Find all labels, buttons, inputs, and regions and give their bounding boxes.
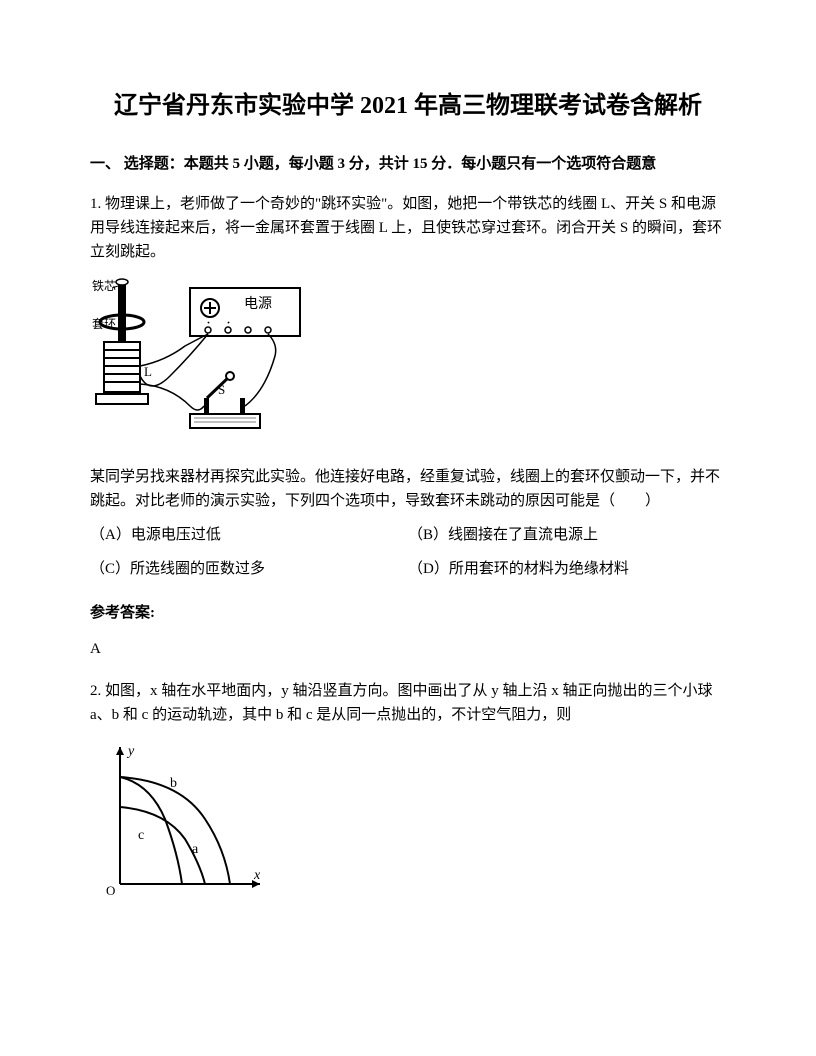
svg-text:・: ・	[224, 318, 233, 328]
coil-label: L	[144, 364, 152, 379]
question-2: 2. 如图，x 轴在水平地面内，y 轴沿竖直方向。图中画出了从 y 轴上沿 x …	[90, 679, 726, 907]
q1-text-2: 某同学另找来器材再探究此实验。他连接好电路，经重复试验，线圈上的套环仅颤动一下，…	[90, 465, 726, 513]
question-1: 1. 物理课上，老师做了一个奇妙的"跳环实验"。如图，她把一个带铁芯的线圈 L、…	[90, 192, 726, 661]
q1-option-c: （C）所选线圈的匝数过多	[90, 557, 408, 581]
q1-answer: A	[90, 637, 726, 661]
switch-label: S	[218, 382, 225, 397]
origin-label: O	[106, 883, 115, 898]
power-label: 电源	[244, 296, 272, 312]
curve-a-label: a	[192, 842, 199, 857]
q1-option-a: （A）电源电压过低	[90, 523, 408, 547]
q1-figure: 铁芯 套环 L 电源 ・ ・	[90, 276, 726, 449]
ring-label: 套环	[92, 317, 116, 331]
page-title: 辽宁省丹东市实验中学 2021 年高三物理联考试卷含解析	[90, 90, 726, 124]
q1-option-d: （D）所用套环的材料为绝缘材料	[408, 557, 726, 581]
q1-answer-label: 参考答案:	[90, 601, 726, 625]
y-axis-label: y	[126, 744, 135, 759]
x-axis-label: x	[253, 868, 261, 883]
curve-b-label: b	[170, 776, 177, 791]
core-label: 铁芯	[92, 279, 116, 293]
q2-figure: y x O b c a	[90, 739, 726, 907]
curve-c-label: c	[138, 828, 144, 843]
q1-option-b: （B）线圈接在了直流电源上	[408, 523, 726, 547]
q2-text: 2. 如图，x 轴在水平地面内，y 轴沿竖直方向。图中画出了从 y 轴上沿 x …	[90, 679, 726, 727]
svg-text:・: ・	[204, 318, 213, 328]
section-header: 一、 选择题：本题共 5 小题，每小题 3 分，共计 15 分．每小题只有一个选…	[90, 152, 726, 176]
q1-options: （A）电源电压过低 （B）线圈接在了直流电源上 （C）所选线圈的匝数过多 （D）…	[90, 523, 726, 591]
q1-text-1: 1. 物理课上，老师做了一个奇妙的"跳环实验"。如图，她把一个带铁芯的线圈 L、…	[90, 192, 726, 264]
